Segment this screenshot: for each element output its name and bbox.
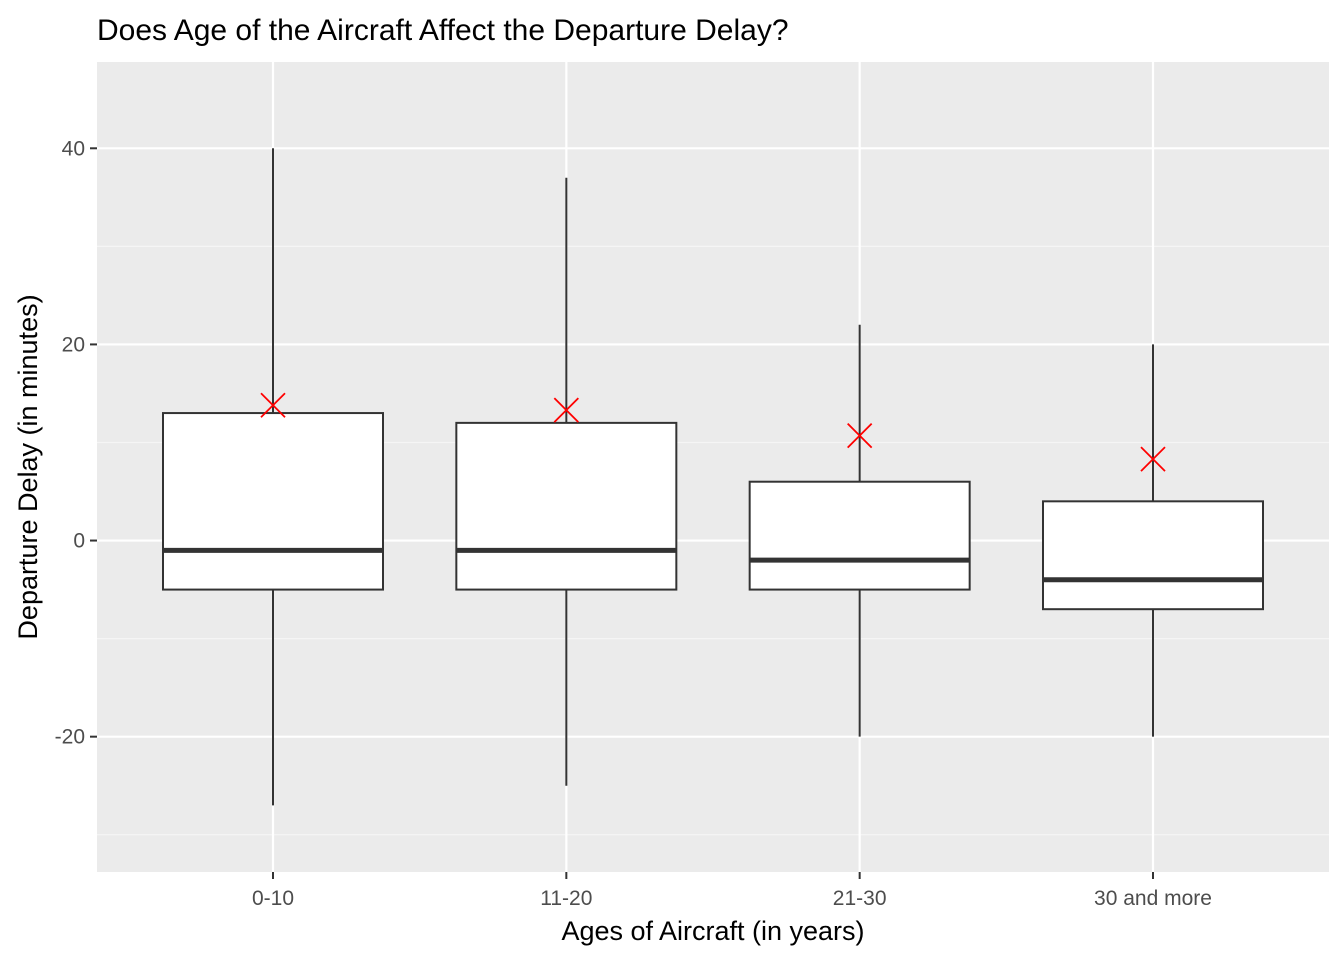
mean-marker [553, 397, 579, 423]
box-30-and-more [1042, 344, 1264, 737]
x-tick-label: 11-20 [540, 887, 592, 910]
iqr-box [748, 480, 971, 591]
mean-markers-layer [260, 392, 1166, 472]
y-tick-label: 0 [73, 530, 85, 553]
x-tick-label: 0-10 [252, 887, 294, 910]
mean-marker-stroke [1140, 446, 1166, 472]
mean-marker-stroke [553, 397, 579, 423]
y-axis-title: Departure Delay (in minutes) [13, 294, 43, 639]
mean-marker-stroke [847, 422, 873, 449]
y-tick-label: -20 [55, 726, 85, 749]
x-axis-title: Ages of Aircraft (in years) [561, 916, 864, 946]
y-tick-label: 40 [62, 137, 85, 160]
box-0-10 [162, 148, 384, 806]
mean-marker [260, 392, 286, 418]
boxes-layer [162, 148, 1264, 806]
y-axis: -20 0 20 40 [55, 137, 97, 749]
iqr-box [162, 412, 384, 591]
iqr-box [1042, 500, 1264, 611]
x-tick-label: 30 and more [1094, 887, 1212, 910]
x-tick-label: 21-30 [833, 887, 887, 910]
x-axis: 0-10 11-20 21-30 30 and more [252, 872, 1212, 910]
box-11-20 [455, 177, 678, 786]
mean-marker-stroke [260, 392, 286, 418]
chart-title: Does Age of the Aircraft Affect the Depa… [97, 14, 789, 47]
mean-marker [847, 422, 873, 449]
mean-marker [1140, 446, 1166, 472]
y-tick-label: 20 [62, 333, 85, 356]
iqr-box [455, 421, 678, 591]
box-21-30 [748, 324, 971, 737]
